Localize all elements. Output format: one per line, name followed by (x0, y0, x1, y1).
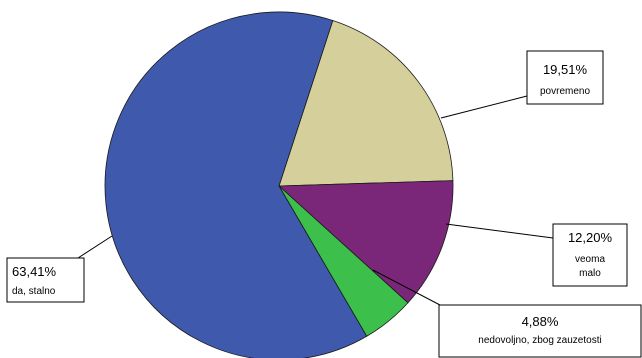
slice-percent-label: 4,88% (522, 314, 559, 329)
slice-name-label: malo (579, 268, 601, 279)
leader-line-veoma-malo (445, 223, 554, 239)
slice-percent-label: 12,20% (568, 230, 613, 245)
slice-name-label: nedovoljno, zbog zauzetosti (478, 335, 601, 346)
callout-povremeno: 19,51% povremeno (440, 50, 604, 119)
callout-veoma-malo: 12,20% veoma malo (445, 223, 628, 287)
pie-slice-0 (278, 20, 454, 187)
slice-name-label: veoma (575, 254, 605, 265)
slice-name-label: da, stalno (12, 286, 56, 297)
label-box-povremeno (526, 50, 604, 105)
slice-percent-label: 63,41% (12, 264, 57, 279)
pie-slices (104, 11, 454, 358)
slice-name-label: povremeno (540, 86, 590, 97)
slice-percent-label: 19,51% (543, 62, 588, 77)
callout-nedovoljno: 4,88% nedovoljno, zbog zauzetosti (372, 269, 642, 358)
callout-da-stalno: 63,41% da, stalno (6, 235, 113, 303)
pie-slice-3 (104, 11, 368, 358)
leader-line-povremeno (440, 95, 528, 119)
label-box-nedovoljno (438, 304, 642, 358)
leader-line-da-stalno (77, 235, 113, 259)
leader-line-nedovoljno (372, 269, 441, 306)
pie-slice-1 (277, 180, 454, 304)
label-box-veoma-malo (552, 223, 628, 287)
label-box-da-stalno (6, 257, 85, 303)
